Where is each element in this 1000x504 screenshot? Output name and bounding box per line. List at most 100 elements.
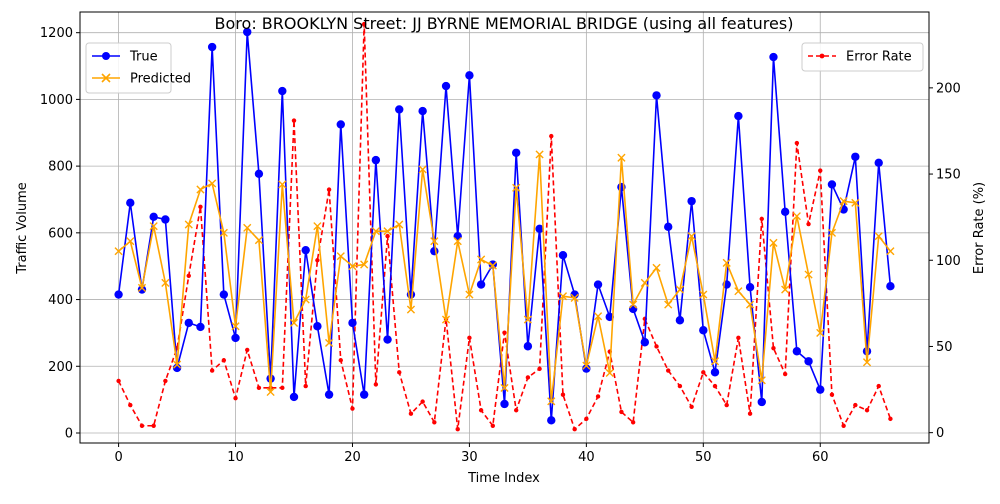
true-point — [535, 224, 544, 234]
true-point — [219, 290, 229, 299]
true-point — [336, 120, 345, 129]
true-point — [289, 392, 299, 402]
predicted-point — [184, 220, 193, 229]
error-rate-point — [666, 368, 671, 373]
predicted-point — [851, 198, 860, 207]
true-point — [664, 222, 673, 232]
error-rate-point — [280, 385, 285, 391]
predicted-point — [512, 183, 521, 192]
error-rate-point — [198, 204, 203, 210]
error-rate-point — [291, 118, 297, 123]
predicted-point — [149, 222, 158, 231]
x-axis-title: Time Index — [467, 471, 540, 486]
true-point — [126, 198, 135, 208]
error-rate-point — [186, 273, 191, 278]
y2-axis-title: Error Rate (%) — [972, 182, 987, 274]
predicted-point — [570, 293, 579, 302]
predicted-point — [582, 361, 591, 370]
error-rate-point — [630, 420, 636, 425]
predicted-point — [477, 255, 486, 264]
error-rate-point — [350, 406, 355, 411]
error-rate-point — [759, 216, 764, 222]
true-point — [137, 285, 147, 294]
predicted-point — [172, 360, 182, 369]
error-rate-point — [490, 423, 496, 428]
error-rate-point — [432, 420, 437, 425]
predicted-point — [781, 285, 790, 294]
error-rate-point — [397, 370, 402, 375]
error-rate-point — [864, 408, 870, 413]
y2-tick-label: 200 — [936, 81, 961, 96]
true-point — [640, 338, 650, 347]
y2-tick-label: 0 — [936, 426, 944, 441]
error-rate-point — [338, 358, 343, 363]
true-point — [465, 71, 474, 80]
true-point — [488, 260, 498, 269]
error-rate-point — [303, 383, 308, 389]
x-tick-label: 50 — [695, 450, 712, 465]
x-tick-label: 40 — [578, 450, 595, 465]
true-point — [605, 312, 614, 322]
true-point — [745, 283, 755, 292]
y-tick-label: 1200 — [40, 26, 73, 41]
error-rate-point — [747, 411, 753, 416]
error-rate-point — [888, 416, 893, 422]
error-rate-point — [619, 409, 624, 415]
error-rate-point — [806, 221, 811, 227]
legend-true-label: True — [129, 50, 158, 65]
predicted-point — [699, 290, 708, 299]
true-point — [500, 399, 509, 409]
error-rate-point — [701, 370, 706, 375]
error-rate-point — [513, 408, 519, 413]
predicted-point — [652, 263, 661, 272]
error-rate-point — [420, 399, 425, 404]
predicted-point — [816, 328, 825, 338]
error-rate-point — [689, 404, 694, 409]
true-point — [780, 207, 790, 217]
true-point — [827, 180, 837, 189]
true-point — [862, 347, 872, 356]
true-point — [359, 390, 369, 399]
predicted-point — [745, 300, 755, 309]
true-point — [582, 364, 591, 373]
predicted-point — [348, 262, 357, 271]
error-rate-point — [736, 335, 741, 341]
predicted-point — [313, 222, 322, 231]
predicted-point — [465, 290, 474, 299]
predicted-point — [114, 247, 123, 256]
predicted-point — [126, 237, 135, 246]
true-point — [383, 335, 392, 344]
predicted-point — [558, 292, 568, 301]
true-point — [243, 27, 252, 37]
true-point — [430, 246, 439, 256]
true-point — [511, 148, 521, 157]
error-rate-point — [128, 402, 133, 408]
true-point — [874, 158, 883, 167]
predicted-point — [722, 258, 731, 267]
true-point — [628, 304, 638, 314]
predicted-point — [196, 185, 205, 194]
predicted-point — [243, 223, 252, 232]
true-point — [558, 250, 568, 260]
true-point — [196, 322, 205, 332]
error-rate-point — [455, 427, 460, 432]
predicted-point — [874, 232, 883, 241]
true-point — [804, 357, 813, 366]
chart-title: Boro: BROOKLYN Street: JJ BYRNE MEMORIAL… — [215, 14, 794, 33]
true-point — [687, 196, 696, 206]
error-rate-point — [326, 187, 332, 192]
predicted-point — [605, 368, 614, 378]
predicted-point — [266, 387, 275, 397]
x-tick-label: 0 — [114, 450, 122, 465]
predicted-point — [430, 237, 439, 246]
y-tick-label: 200 — [48, 360, 73, 375]
error-rate-point — [560, 392, 566, 397]
series-layer — [114, 21, 895, 432]
predicted-point — [769, 238, 778, 247]
predicted-point — [687, 232, 696, 241]
true-point — [851, 152, 860, 161]
x-tick-label: 60 — [812, 450, 829, 465]
legend-right-box — [801, 42, 924, 72]
predicted-point — [254, 236, 264, 245]
